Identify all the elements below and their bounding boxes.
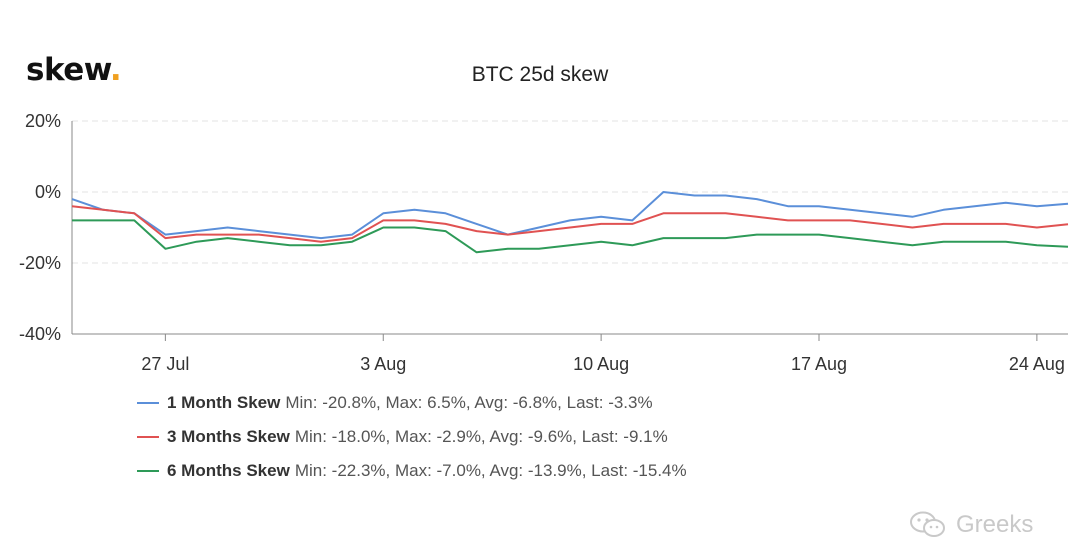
y-tick-label: -40% — [19, 324, 61, 344]
watermark-text: Greeks — [956, 511, 1034, 538]
legend-swatch-6-months — [137, 470, 159, 472]
x-tick-label: 17 Aug — [791, 354, 847, 374]
watermark: Greeks — [908, 510, 1033, 540]
x-tick-label: 10 Aug — [573, 354, 629, 374]
legend-series-name: 1 Month Skew — [167, 393, 281, 412]
series-line-3-months — [71, 205, 1069, 243]
series-line-1-month — [71, 191, 1069, 240]
logo-text: skew — [26, 52, 110, 88]
logo-dot: . — [109, 52, 122, 88]
x-tick-label: 27 Jul — [141, 354, 189, 374]
legend-series-name: 6 Months Skew — [167, 461, 290, 480]
legend-swatch-3-months — [137, 436, 159, 438]
legend-item-1-month[interactable]: 1 Month Skew Min: -20.8%, Max: 6.5%, Avg… — [137, 386, 687, 420]
x-tick-label: 24 Aug — [1009, 354, 1065, 374]
legend-series-stats: Min: -20.8%, Max: 6.5%, Avg: -6.8%, Last… — [285, 393, 653, 412]
legend-item-3-months[interactable]: 3 Months Skew Min: -18.0%, Max: -2.9%, A… — [137, 420, 687, 454]
legend-series-stats: Min: -22.3%, Max: -7.0%, Avg: -13.9%, La… — [294, 461, 687, 480]
x-tick-label: 3 Aug — [360, 354, 406, 374]
chart-legend: 1 Month Skew Min: -20.8%, Max: 6.5%, Avg… — [137, 386, 687, 488]
wechat-icon — [910, 511, 945, 537]
legend-series-name: 3 Months Skew — [167, 427, 290, 446]
series-line-6-months — [72, 219, 1069, 254]
chart-title: BTC 25d skew — [471, 63, 609, 86]
y-tick-label: -20% — [19, 253, 61, 273]
axes: 20% 0% -20% -40% 27 Jul 3 Aug 10 Aug 17 Aug 24 A… — [19, 111, 1068, 374]
series-lines — [71, 191, 1069, 254]
legend-series-stats: Min: -18.0%, Max: -2.9%, Avg: -9.6%, Las… — [294, 427, 668, 446]
legend-swatch-1-month — [137, 402, 159, 404]
legend-item-6-months[interactable]: 6 Months Skew Min: -22.3%, Max: -7.0%, A… — [137, 454, 687, 488]
y-tick-label: 0% — [35, 182, 61, 202]
skew-logo: skew. — [26, 52, 122, 88]
y-tick-label: 20% — [25, 111, 61, 131]
